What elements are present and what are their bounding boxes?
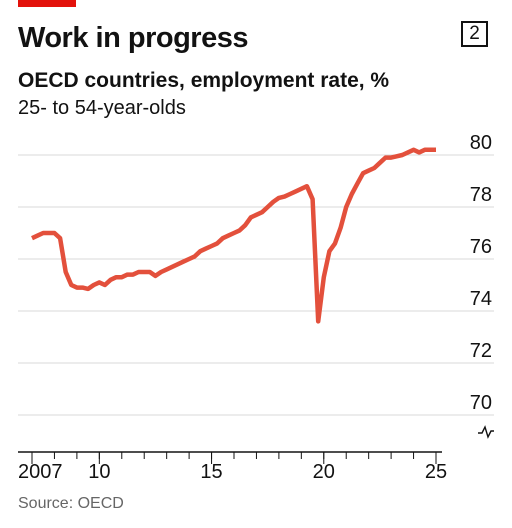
y-tick-label-80: 80	[470, 132, 492, 154]
y-axis-ticks: 80 78 76 74 72 70	[470, 132, 492, 414]
brand-accent-bar	[18, 0, 76, 7]
employment-rate-line	[31, 147, 436, 324]
x-tick-label-20: 20	[313, 461, 335, 483]
chart-subtitle: OECD countries, employment rate, %	[18, 69, 390, 92]
y-axis-break-marker	[478, 425, 494, 439]
axis-break-zigzag	[478, 425, 494, 439]
source-note: Source: OECD	[18, 495, 124, 512]
y-tick-label-76: 76	[470, 236, 492, 258]
y-tick-label-72: 72	[470, 340, 492, 362]
gridlines	[18, 154, 494, 416]
y-tick-label-74: 74	[470, 288, 492, 310]
x-tick-label-15: 15	[200, 461, 222, 483]
y-tick-label-78: 78	[470, 184, 492, 206]
chart-subtitle-secondary: 25- to 54-year-olds	[18, 97, 186, 119]
chart-title: Work in progress	[18, 22, 248, 54]
chart-number-badge: 2	[461, 21, 488, 47]
x-axis-ticks: 2007 10 15 20 25	[18, 452, 447, 483]
x-tick-label-25: 25	[425, 461, 447, 483]
x-tick-label-2007: 2007	[18, 461, 63, 483]
y-tick-label-70: 70	[470, 392, 492, 414]
x-tick-label-10: 10	[88, 461, 110, 483]
